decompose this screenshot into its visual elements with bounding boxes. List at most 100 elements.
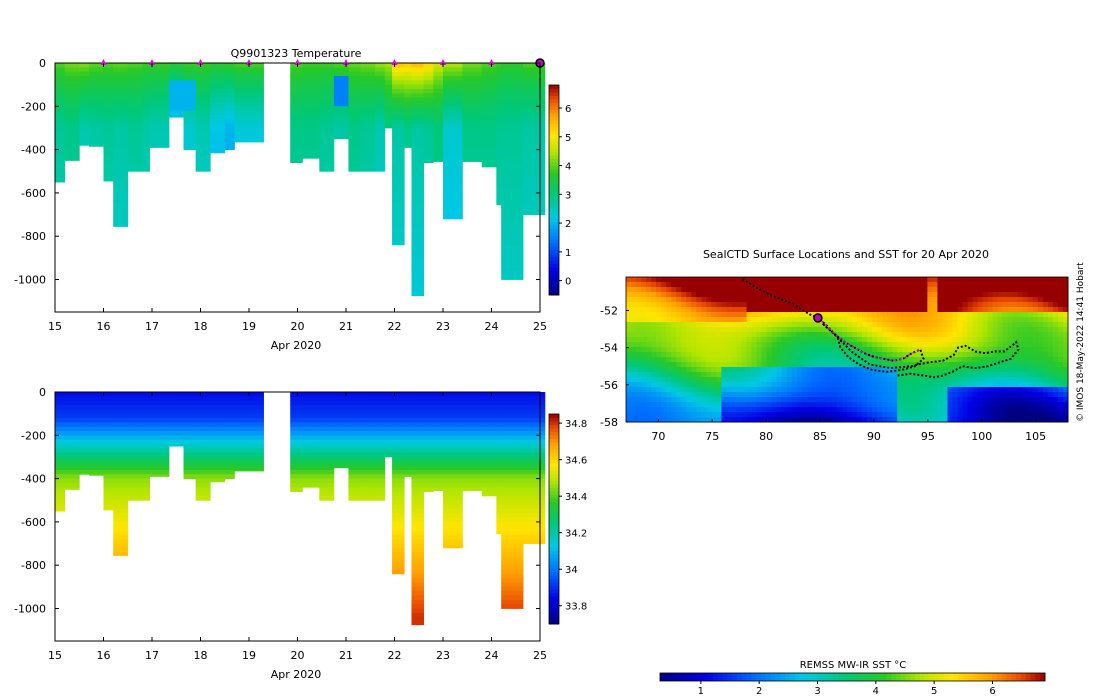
- profile-cell: [142, 110, 150, 116]
- sst-cell: [661, 412, 667, 418]
- sst-cell: [967, 377, 974, 383]
- sst-cell: [1042, 297, 1049, 303]
- sst-cell: [932, 372, 938, 378]
- sst-cell: [676, 277, 682, 283]
- sst-cell: [661, 322, 667, 328]
- sst-cell: [997, 337, 1004, 343]
- sst-cell: [1022, 367, 1029, 373]
- sst-cell: [766, 372, 773, 378]
- profile-cell: [103, 392, 114, 397]
- profile-cell: [210, 136, 226, 142]
- colorbar-segment: [1001, 673, 1007, 681]
- sst-cell: [1007, 417, 1014, 423]
- profile-cell: [113, 136, 129, 142]
- colorbar-segment: [549, 183, 559, 187]
- profile-cell: [443, 192, 463, 198]
- profile-cell: [523, 84, 546, 90]
- profile-cell: [127, 71, 143, 77]
- profile-cell: [392, 179, 405, 185]
- sst-cell: [1047, 407, 1054, 413]
- sst-cell: [847, 287, 853, 293]
- profile-cell: [360, 67, 376, 73]
- sst-cell: [711, 407, 717, 413]
- profile-cell: [113, 153, 129, 159]
- sst-cell: [676, 322, 682, 328]
- sst-cell: [1052, 417, 1059, 423]
- profile-cell: [423, 439, 434, 445]
- sst-cell: [922, 392, 928, 398]
- profile-cell: [183, 443, 197, 449]
- sst-cell: [686, 387, 692, 393]
- colorbar-segment: [746, 673, 752, 681]
- sst-cell: [841, 372, 848, 378]
- profile-cell: [411, 145, 425, 151]
- profile-cell: [423, 435, 434, 441]
- sst-cell: [967, 402, 974, 408]
- sst-cell: [761, 317, 768, 323]
- profile-cell: [501, 231, 524, 237]
- profile-cell: [149, 106, 170, 112]
- profile-cell: [149, 114, 170, 120]
- profile-cell: [523, 97, 546, 103]
- sst-cell: [671, 312, 677, 318]
- profile-cell: [462, 145, 483, 151]
- profile-cell: [496, 495, 502, 501]
- profile-cell: [496, 140, 502, 146]
- sst-cell: [826, 287, 833, 293]
- sst-cell: [756, 357, 763, 363]
- sst-cell: [731, 327, 737, 333]
- profile-cell: [319, 67, 335, 73]
- sst-cell: [736, 342, 743, 348]
- sst-cell: [937, 332, 943, 338]
- profile-cell: [392, 75, 405, 81]
- sst-cell: [831, 357, 838, 363]
- profile-cell: [481, 430, 497, 436]
- sst-cell: [841, 282, 848, 288]
- profile-cell: [392, 132, 405, 138]
- sst-cell: [811, 342, 818, 348]
- sst-cell: [771, 322, 778, 328]
- sst-cell: [756, 367, 763, 373]
- sst-cell: [917, 407, 923, 413]
- sst-cell: [982, 287, 989, 293]
- sst-cell: [977, 412, 984, 418]
- sst-cell: [786, 367, 793, 373]
- profile-cell: [375, 404, 386, 410]
- sst-cell: [761, 382, 768, 388]
- sst-cell: [847, 317, 853, 323]
- profile-cell: [481, 140, 497, 146]
- profile-cell: [79, 404, 90, 410]
- profile-cell: [88, 404, 104, 410]
- sst-cell: [872, 292, 878, 298]
- profile-cell: [462, 465, 483, 471]
- profile-cell: [149, 63, 170, 68]
- sst-cell: [902, 402, 908, 408]
- sst-cell: [641, 397, 647, 403]
- profile-cell: [443, 84, 463, 90]
- profile-cell: [496, 84, 502, 90]
- sst-cell: [862, 382, 868, 388]
- profile-cell: [360, 482, 376, 488]
- sst-cell: [977, 297, 984, 303]
- profile-cell: [481, 136, 497, 142]
- profile-cell: [113, 179, 129, 185]
- sst-cell: [721, 357, 727, 363]
- profile-cell: [319, 409, 335, 415]
- sst-cell: [836, 397, 843, 403]
- sst-cell: [892, 312, 898, 318]
- sst-cell: [821, 327, 828, 333]
- profile-cell: [234, 439, 264, 445]
- sst-cell: [821, 407, 828, 413]
- sst-cell: [721, 372, 727, 378]
- x-tick-label: 19: [242, 649, 256, 662]
- sst-cell: [651, 382, 657, 388]
- profile-cell: [183, 422, 197, 428]
- sst-cell: [1037, 382, 1044, 388]
- sst-cell: [771, 282, 778, 288]
- profile-cell: [481, 110, 497, 116]
- sst-cell: [726, 397, 732, 403]
- profile-marker: [197, 59, 204, 65]
- profile-cell: [375, 75, 386, 81]
- sst-cell: [987, 277, 994, 283]
- sst-cell: [716, 342, 722, 348]
